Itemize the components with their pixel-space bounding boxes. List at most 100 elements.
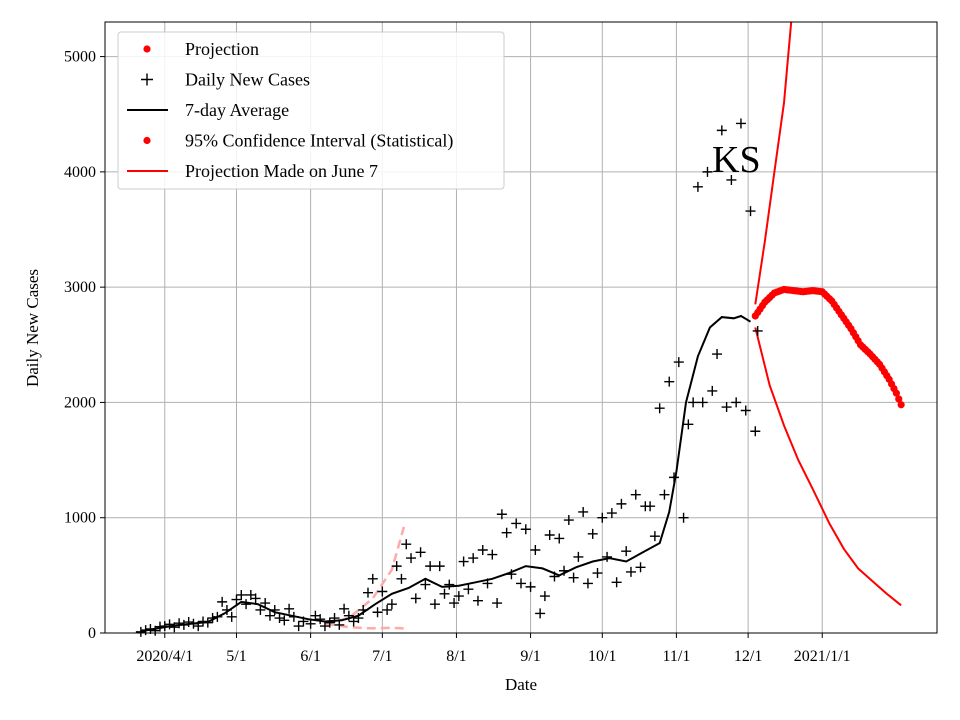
case-point [169,622,180,633]
ci-upper-line [754,21,793,305]
case-point [587,528,598,539]
case-point [429,599,440,610]
projection-point [895,395,903,403]
case-point [563,515,574,526]
case-point [740,405,751,416]
case-point [554,533,565,544]
legend-label: Projection Made on June 7 [185,161,378,181]
case-point [492,598,503,609]
y-tick-label: 4000 [64,164,96,181]
case-point [377,586,388,597]
case-point [396,573,407,584]
case-point [372,607,383,618]
case-point [339,603,350,614]
case-point [343,610,354,621]
case-point [391,561,402,572]
case-point [188,618,199,629]
projection-dots [751,285,905,409]
case-point [159,621,170,632]
case-point [135,626,146,637]
legend: Projection Daily New Cases 7-day Average 95… [117,31,505,190]
case-point [592,568,603,579]
case-point [496,509,507,520]
case-point [193,621,204,632]
case-point [673,357,684,368]
y-axis: 0 1000 2000 3000 4000 5000 [64,49,105,642]
ci-lower-line [754,327,902,607]
case-point [410,593,421,604]
case-point [611,577,622,588]
case-point [716,125,727,136]
y-tick-label: 2000 [64,394,96,411]
case-point [721,402,732,413]
case-point [463,584,474,595]
projection-point [892,389,900,397]
june-projection-lower [324,622,404,630]
case-point [597,512,608,523]
case-point [425,561,436,572]
case-point [530,544,541,555]
legend-marker-plus [141,73,153,86]
case-point [202,617,213,628]
seven-day-average [140,314,752,633]
case-point [207,613,218,624]
case-point [415,547,426,558]
case-point [358,604,369,615]
case-point [298,616,309,627]
case-point [334,619,345,630]
case-point [444,579,455,590]
case-point [578,506,589,517]
y-tick-label: 1000 [64,510,96,527]
case-point [702,166,713,177]
case-point [649,531,660,542]
case-point [745,206,756,217]
case-point [752,325,763,336]
case-point [226,611,237,622]
case-point [659,489,670,500]
case-point [654,403,665,414]
confidence-interval [754,21,902,607]
case-point [353,613,364,624]
case-point [621,546,632,557]
case-point [221,604,232,615]
case-point [506,569,517,580]
case-point [535,608,546,619]
y-tick-label: 0 [88,625,96,642]
case-point [315,614,326,625]
case-point [269,604,280,615]
case-point [712,349,723,360]
case-point [305,618,316,629]
x-tick-label: 6/1 [300,648,320,665]
case-point [568,572,579,583]
case-point [683,419,694,430]
daily-new-cases [135,118,763,637]
x-tick-label: 12/1 [734,648,762,665]
case-point [439,588,450,599]
case-point [236,589,247,600]
case-point [279,615,290,626]
case-point [669,472,680,483]
case-point [559,565,570,576]
case-point [539,591,550,602]
case-point [511,518,522,529]
case-point [250,593,261,604]
case-point [420,579,431,590]
case-point [293,621,304,632]
case-point [212,611,223,622]
case-point [630,489,641,500]
case-point [382,604,393,615]
case-point [688,397,699,408]
case-point [217,596,228,607]
case-point [274,613,285,624]
y-tick-label: 3000 [64,279,96,296]
legend-label: 7-day Average [185,100,289,120]
y-tick-label: 5000 [64,49,96,66]
case-point [183,617,194,628]
case-point [401,539,412,550]
x-tick-label: 5/1 [226,648,246,665]
case-point [367,573,378,584]
case-point [573,551,584,562]
legend-marker-dot [143,136,151,145]
case-point [487,549,498,560]
